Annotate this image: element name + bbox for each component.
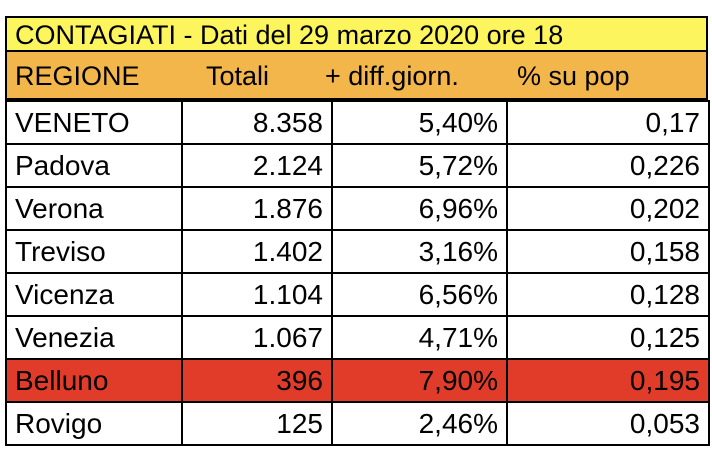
cell-totali: 396 — [181, 358, 333, 403]
cell-pop: 0,195 — [506, 358, 710, 403]
cell-diff: 2,46% — [331, 401, 508, 446]
cell-totali: 125 — [181, 401, 333, 446]
cell-pop: 0,202 — [506, 186, 710, 231]
cell-totali: 1.104 — [181, 272, 333, 317]
cell-region: Venezia — [5, 315, 183, 360]
header-row: REGIONE Totali + diff.giorn. % su pop — [5, 52, 708, 100]
cell-totali: 1.067 — [181, 315, 333, 360]
cell-region: Belluno — [5, 358, 183, 403]
table-row-highlighted: Belluno 396 7,90% 0,195 — [5, 358, 710, 403]
cell-region: Rovigo — [5, 401, 183, 446]
table-row: Verona 1.876 6,96% 0,202 — [5, 186, 710, 231]
table-row: Padova 2.124 5,72% 0,226 — [5, 143, 710, 188]
cell-pop: 0,226 — [506, 143, 710, 188]
table-row: Treviso 1.402 3,16% 0,158 — [5, 229, 710, 274]
data-table: VENETO 8.358 5,40% 0,17 Padova 2.124 5,7… — [5, 100, 710, 446]
table-row: Vicenza 1.104 6,56% 0,128 — [5, 272, 710, 317]
header-diff: + diff.giorn. — [325, 61, 459, 91]
table-row: Rovigo 125 2,46% 0,053 — [5, 401, 710, 446]
cell-region: VENETO — [5, 100, 183, 145]
cell-totali: 1.876 — [181, 186, 333, 231]
cell-pop: 0,053 — [506, 401, 710, 446]
cell-diff: 3,16% — [331, 229, 508, 274]
cell-region: Treviso — [5, 229, 183, 274]
cell-totali: 8.358 — [181, 100, 333, 145]
table-title: CONTAGIATI - Dati del 29 marzo 2020 ore … — [15, 20, 564, 50]
cell-diff: 6,56% — [331, 272, 508, 317]
cell-pop: 0,158 — [506, 229, 710, 274]
cell-diff: 5,40% — [331, 100, 508, 145]
header-totali: Totali — [206, 61, 270, 91]
cell-region: Padova — [5, 143, 183, 188]
table-row: Venezia 1.067 4,71% 0,125 — [5, 315, 710, 360]
cell-totali: 2.124 — [181, 143, 333, 188]
cell-pop: 0,17 — [506, 100, 710, 145]
title-row: CONTAGIATI - Dati del 29 marzo 2020 ore … — [5, 16, 708, 52]
cell-region: Vicenza — [5, 272, 183, 317]
cell-diff: 5,72% — [331, 143, 508, 188]
cell-totali: 1.402 — [181, 229, 333, 274]
cell-region: Verona — [5, 186, 183, 231]
cell-diff: 6,96% — [331, 186, 508, 231]
header-regione: REGIONE — [15, 61, 140, 91]
cell-diff: 7,90% — [331, 358, 508, 403]
cell-pop: 0,125 — [506, 315, 710, 360]
cell-diff: 4,71% — [331, 315, 508, 360]
header-pop: % su pop — [517, 61, 630, 91]
cell-pop: 0,128 — [506, 272, 710, 317]
table-row: VENETO 8.358 5,40% 0,17 — [5, 100, 710, 145]
